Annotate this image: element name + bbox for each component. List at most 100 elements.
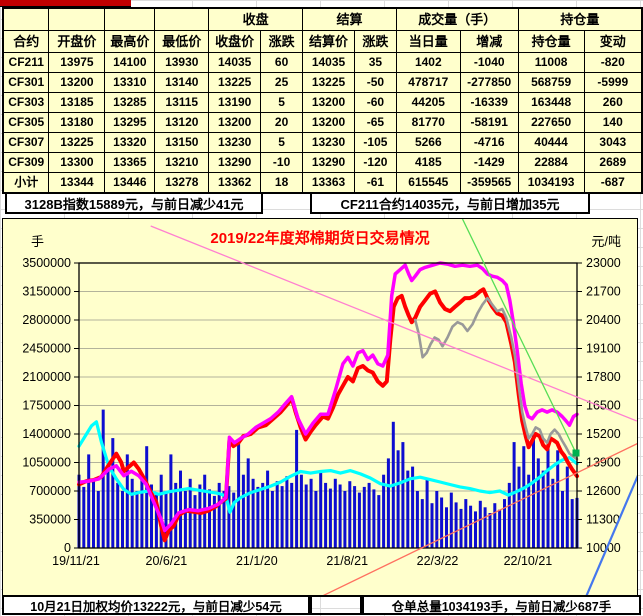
value-cell[interactable]: 13362 [208, 172, 262, 194]
value-cell[interactable]: 13200 [302, 112, 355, 133]
column-header-cell[interactable]: 持仓量 [517, 30, 585, 53]
value-cell[interactable]: 35 [353, 52, 397, 73]
group-header-cell[interactable]: 收盘 [208, 7, 304, 31]
value-cell[interactable]: 13225 [208, 72, 262, 93]
value-cell[interactable]: 5 [260, 92, 304, 113]
value-cell[interactable]: 13210 [154, 152, 210, 173]
value-cell[interactable]: 13320 [104, 132, 156, 153]
value-cell[interactable]: 13930 [154, 52, 210, 73]
value-cell[interactable]: 13975 [48, 52, 106, 73]
value-cell[interactable]: 13200 [302, 92, 355, 113]
value-cell[interactable]: 260 [583, 92, 643, 113]
value-cell[interactable]: 13225 [302, 72, 355, 93]
value-cell[interactable]: 13365 [104, 152, 156, 173]
warehouse-receipt-box[interactable]: 仓单总量1034193手，与前日减少687手 [362, 595, 641, 615]
value-cell[interactable]: 13230 [208, 132, 262, 153]
value-cell[interactable]: 81770 [395, 112, 461, 133]
group-header-cell[interactable] [104, 7, 156, 31]
value-cell[interactable]: 13200 [48, 72, 106, 93]
value-cell[interactable]: 615545 [395, 172, 461, 194]
value-cell[interactable]: -4716 [459, 132, 519, 153]
column-header-cell[interactable]: 涨跌 [260, 30, 304, 53]
value-cell[interactable]: -105 [353, 132, 397, 153]
index-summary-box[interactable]: 3128B指数15889元，与前日减少41元 [5, 192, 263, 214]
value-cell[interactable]: 13225 [48, 132, 106, 153]
group-header-cell[interactable]: 持仓量 [517, 7, 643, 31]
weighted-avg-box[interactable]: 10月21日加权均价13222元，与前日减少54元 [2, 595, 310, 615]
value-cell[interactable]: 13150 [154, 132, 210, 153]
value-cell[interactable]: 4185 [395, 152, 461, 173]
value-cell[interactable]: -1040 [459, 52, 519, 73]
value-cell[interactable]: 13446 [104, 172, 156, 194]
value-cell[interactable]: 60 [260, 52, 304, 73]
value-cell[interactable]: 140 [583, 112, 643, 133]
value-cell[interactable]: 13310 [104, 72, 156, 93]
value-cell[interactable]: 14100 [104, 52, 156, 73]
value-cell[interactable]: -277850 [459, 72, 519, 93]
value-cell[interactable]: -5999 [583, 72, 643, 93]
value-cell[interactable]: 14035 [208, 52, 262, 73]
value-cell[interactable]: 13185 [48, 92, 106, 113]
value-cell[interactable]: 13180 [48, 112, 106, 133]
contract-cell[interactable]: CF303 [2, 92, 50, 113]
contract-cell[interactable]: CF305 [2, 112, 50, 133]
column-header-cell[interactable]: 当日量 [395, 30, 461, 53]
column-header-cell[interactable]: 结算价 [302, 30, 355, 53]
column-header-cell[interactable]: 收盘价 [208, 30, 262, 53]
group-header-cell[interactable] [2, 7, 50, 31]
group-header-cell[interactable] [154, 7, 210, 31]
value-cell[interactable]: 13295 [104, 112, 156, 133]
trading-chart[interactable]: 2019/22年度郑棉期货日交易情况 手 元/吨 3500000 23000 315… [2, 218, 638, 596]
value-cell[interactable]: -687 [583, 172, 643, 194]
value-cell[interactable]: -61 [353, 172, 397, 194]
value-cell[interactable]: 13285 [104, 92, 156, 113]
cf211-summary-box[interactable]: CF211合约14035元，与前日增加35元 [310, 192, 590, 214]
value-cell[interactable]: 40444 [517, 132, 585, 153]
value-cell[interactable]: 13120 [154, 112, 210, 133]
column-header-cell[interactable]: 开盘价 [48, 30, 106, 53]
value-cell[interactable]: 13140 [154, 72, 210, 93]
value-cell[interactable]: 18 [260, 172, 304, 194]
value-cell[interactable]: 5 [260, 132, 304, 153]
group-header-cell[interactable] [48, 7, 106, 31]
value-cell[interactable]: 2689 [583, 152, 643, 173]
group-header-cell[interactable]: 成交量（手） [395, 7, 519, 31]
value-cell[interactable]: 13344 [48, 172, 106, 194]
group-header-cell[interactable]: 结算 [302, 7, 397, 31]
value-cell[interactable]: 13115 [154, 92, 210, 113]
value-cell[interactable]: 13278 [154, 172, 210, 194]
value-cell[interactable]: 13290 [208, 152, 262, 173]
value-cell[interactable]: 1402 [395, 52, 461, 73]
value-cell[interactable]: -16339 [459, 92, 519, 113]
value-cell[interactable]: 13363 [302, 172, 355, 194]
value-cell[interactable]: -1429 [459, 152, 519, 173]
column-header-cell[interactable]: 变动 [583, 30, 643, 53]
value-cell[interactable]: 20 [260, 112, 304, 133]
value-cell[interactable]: 13300 [48, 152, 106, 173]
column-header-cell[interactable]: 涨跌 [353, 30, 397, 53]
contract-cell[interactable]: CF309 [2, 152, 50, 173]
value-cell[interactable]: -10 [260, 152, 304, 173]
value-cell[interactable]: -820 [583, 52, 643, 73]
value-cell[interactable]: 13190 [208, 92, 262, 113]
value-cell[interactable]: -60 [353, 92, 397, 113]
futures-quote-table[interactable]: 收盘 结算 成交量（手） 持仓量 合约 开盘价 最高价 最低价 收盘价 涨跌 结算价 涨跌 当日量 增减… [2, 7, 643, 194]
value-cell[interactable]: 25 [260, 72, 304, 93]
value-cell[interactable]: -58191 [459, 112, 519, 133]
value-cell[interactable]: 44205 [395, 92, 461, 113]
value-cell[interactable]: 1034193 [517, 172, 585, 194]
value-cell[interactable]: 22884 [517, 152, 585, 173]
contract-cell[interactable]: CF211 [2, 52, 50, 73]
contract-cell[interactable]: CF301 [2, 72, 50, 93]
value-cell[interactable]: 478717 [395, 72, 461, 93]
value-cell[interactable]: -120 [353, 152, 397, 173]
value-cell[interactable]: 13290 [302, 152, 355, 173]
value-cell[interactable]: 11008 [517, 52, 585, 73]
value-cell[interactable]: -65 [353, 112, 397, 133]
value-cell[interactable]: 568759 [517, 72, 585, 93]
value-cell[interactable]: -359565 [459, 172, 519, 194]
value-cell[interactable]: 3043 [583, 132, 643, 153]
contract-cell[interactable]: 小计 [2, 172, 50, 194]
column-header-cell[interactable]: 增减 [459, 30, 519, 53]
column-header-cell[interactable]: 最低价 [154, 30, 210, 53]
